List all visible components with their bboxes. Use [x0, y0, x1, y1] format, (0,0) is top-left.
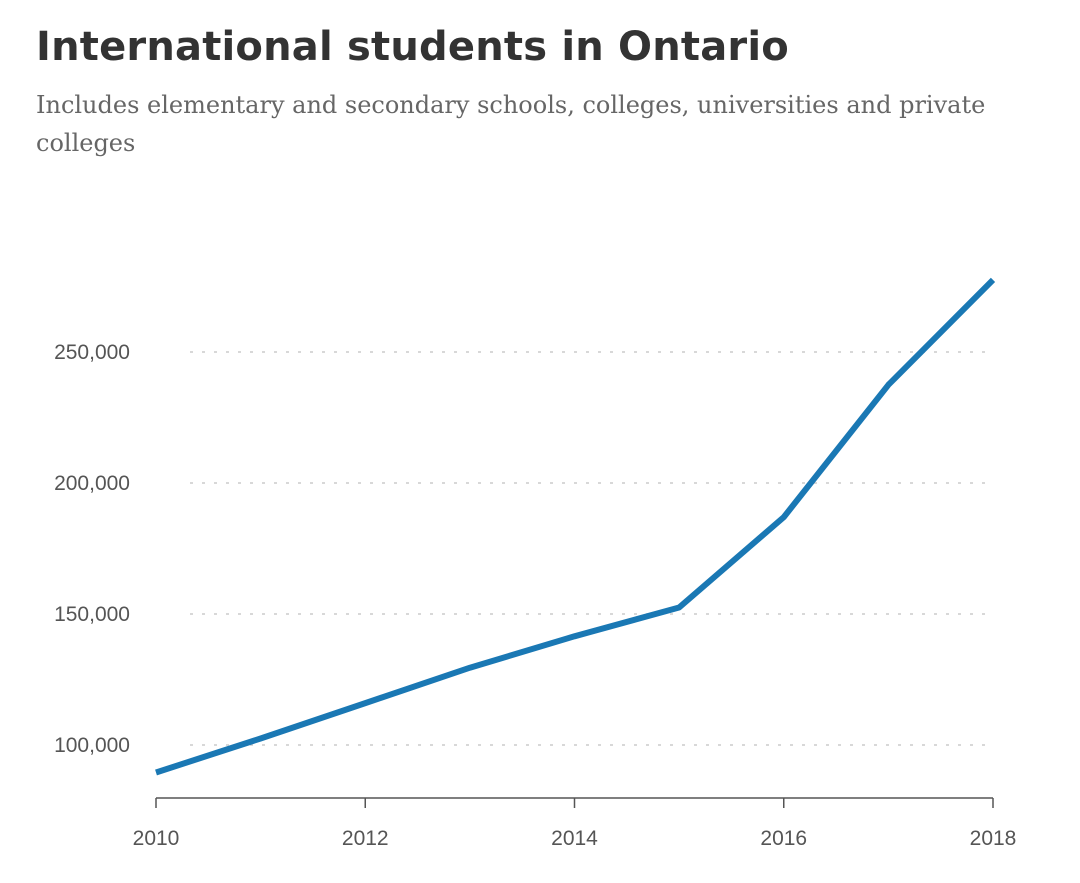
chart-title: International students in Ontario: [36, 24, 789, 70]
x-tick-label-2016: 2016: [760, 827, 807, 850]
y-tick-label-250000: 250,000: [54, 341, 130, 364]
y-tick-label-100000: 100,000: [54, 734, 130, 757]
x-tick-label-2012: 2012: [342, 827, 389, 850]
x-axis: 2010 2012 2014 2016 2018: [133, 797, 1017, 850]
gridlines: [190, 351, 993, 746]
series-layer: [155, 277, 996, 776]
y-tick-label-200000: 200,000: [54, 472, 130, 495]
y-axis-labels: 100,000 150,000 200,000 250,000: [54, 341, 130, 757]
x-tick-label-2014: 2014: [551, 827, 598, 850]
y-tick-label-150000: 150,000: [54, 603, 130, 626]
chart-subtitle: Includes elementary and secondary school…: [36, 91, 986, 157]
x-tick-label-2018: 2018: [970, 827, 1017, 850]
x-tick-label-2010: 2010: [133, 827, 180, 850]
series-line-0: [155, 277, 996, 776]
